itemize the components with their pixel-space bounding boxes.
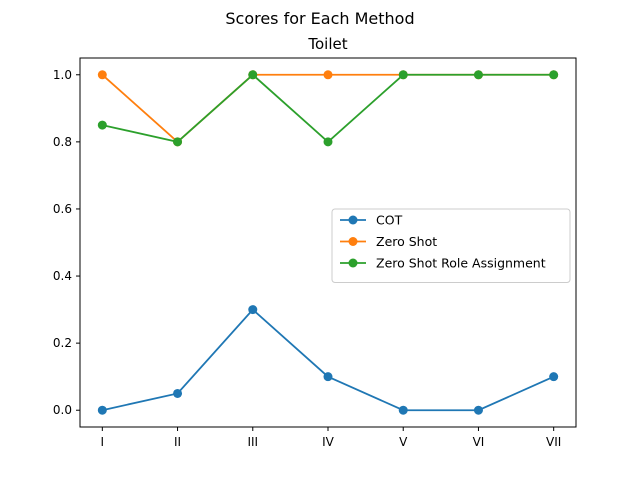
legend-label: COT <box>376 213 403 228</box>
legend-box <box>331 208 571 283</box>
data-point-zero-shot <box>97 70 107 80</box>
data-point-cot <box>97 405 107 415</box>
data-point-cot <box>323 372 333 382</box>
legend-marker <box>348 215 358 225</box>
plot-area: 0.00.20.40.60.81.0I II III IV V VI VIICOTZero … <box>53 57 577 449</box>
data-point-cot <box>473 405 483 415</box>
x-tick-label: VII <box>546 435 561 449</box>
legend-marker <box>348 258 358 268</box>
series-line-zero-shot <box>101 73 554 144</box>
data-point-cot <box>398 405 408 415</box>
legend-marker <box>348 237 358 246</box>
chart-suptitle: Scores for Each Method <box>225 9 414 28</box>
data-point-zero-shot-role-assignment <box>473 70 483 80</box>
data-point-zero-shot-role-assignment <box>248 70 258 80</box>
x-tick-label: VI <box>473 435 485 449</box>
chart-title: Toilet <box>307 35 347 53</box>
data-point-cot <box>173 388 183 398</box>
data-point-zero-shot-role-assignment <box>97 120 107 130</box>
y-tick-label: 0.4 <box>53 269 72 283</box>
y-tick-label: 1.0 <box>53 68 72 82</box>
data-point-zero-shot <box>323 70 333 80</box>
x-tick-label: I <box>101 435 105 449</box>
data-point-zero-shot-role-assignment <box>398 70 408 80</box>
legend-label: Zero Shot Role Assignment <box>376 256 546 271</box>
series-line-zero-shot-role-assignment <box>102 73 554 144</box>
x-tick-label: II <box>174 435 181 449</box>
y-tick-label: 0.6 <box>53 202 72 216</box>
series-line-cot <box>102 308 555 412</box>
data-point-cot <box>248 305 258 315</box>
data-point-zero-shot-role-assignment <box>173 137 183 147</box>
x-tick-label: III <box>247 435 258 449</box>
y-tick-label: 0.2 <box>53 336 72 350</box>
x-tick-label: V <box>399 435 408 449</box>
legend-label: Zero Shot <box>376 234 437 249</box>
x-tick-label: IV <box>322 435 335 449</box>
data-point-cot <box>549 372 559 382</box>
data-point-zero-shot-role-assignment <box>549 70 559 80</box>
y-tick-label: 0.0 <box>53 403 72 417</box>
y-tick-label: 0.8 <box>53 135 72 149</box>
data-point-zero-shot-role-assignment <box>323 137 333 147</box>
